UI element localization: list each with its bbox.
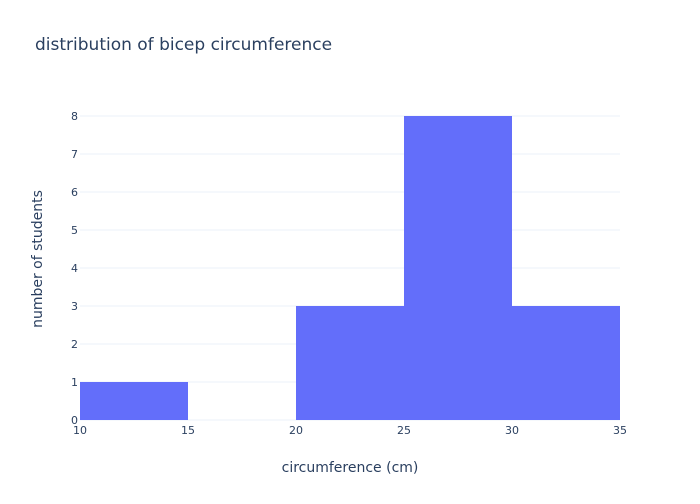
bars	[80, 116, 620, 421]
histogram-bar	[512, 306, 620, 420]
y-tick-label: 0	[71, 414, 78, 427]
x-tick-label: 20	[289, 424, 303, 437]
y-tick-label: 7	[71, 148, 78, 161]
chart-title: distribution of bicep circumference	[35, 35, 332, 55]
x-tick-label: 25	[397, 424, 411, 437]
y-axis-title: number of students	[30, 190, 46, 328]
y-axis: 0 1 2 3 4 5 6 7 8	[71, 110, 78, 427]
y-tick-label: 2	[71, 338, 78, 351]
histogram-bar	[80, 382, 188, 420]
y-tick-label: 4	[71, 262, 78, 275]
histogram-bar	[296, 306, 404, 420]
y-tick-label: 1	[71, 376, 78, 389]
y-tick-label: 3	[71, 300, 78, 313]
x-tick-label: 35	[613, 424, 627, 437]
x-tick-label: 15	[181, 424, 195, 437]
x-axis-title: circumference (cm)	[282, 460, 419, 476]
x-tick-label: 10	[73, 424, 87, 437]
y-tick-label: 5	[71, 224, 78, 237]
x-tick-label: 30	[505, 424, 519, 437]
histogram-bar	[404, 116, 512, 420]
x-axis: 10 15 20 25 30 35	[73, 424, 627, 437]
y-tick-label: 8	[71, 110, 78, 123]
y-tick-label: 6	[71, 186, 78, 199]
